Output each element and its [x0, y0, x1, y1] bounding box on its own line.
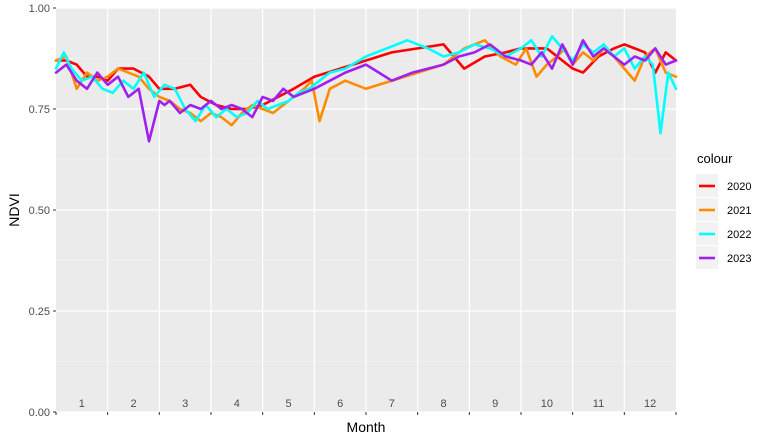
- series-line-2021: [54, 39, 678, 127]
- month-label: 6: [337, 398, 343, 410]
- legend-title: colour: [697, 151, 733, 166]
- x-axis: [55, 412, 677, 415]
- y-tick-label: 0.00: [29, 407, 50, 419]
- month-label: 2: [130, 398, 136, 410]
- month-labels: 1 2 3 4 5 6 7 8 9 10 11 12: [79, 398, 657, 410]
- legend-label: 2020: [727, 181, 751, 193]
- y-axis-title: NDVI: [6, 193, 22, 226]
- month-label: 5: [285, 398, 291, 410]
- legend-label: 2023: [727, 253, 751, 265]
- legend-keys: 2020 2021 2022 2023: [696, 174, 751, 269]
- y-axis: 0.00 0.25 0.50 0.75 1.00: [29, 3, 56, 419]
- legend-label: 2022: [727, 229, 751, 241]
- y-tick-label: 0.25: [29, 306, 50, 318]
- month-label: 9: [492, 398, 498, 410]
- major-gridlines: [56, 7, 676, 413]
- month-label: 10: [541, 398, 553, 410]
- legend-label: 2021: [727, 205, 751, 217]
- month-label: 12: [644, 398, 656, 410]
- x-axis-title: Month: [347, 419, 386, 435]
- month-label: 11: [593, 398, 604, 410]
- month-label: 3: [182, 398, 188, 410]
- month-label: 4: [234, 398, 240, 410]
- month-label: 8: [440, 398, 446, 410]
- legend: colour 2020 2021 2022 2023: [696, 151, 751, 269]
- y-tick-label: 0.75: [29, 104, 50, 116]
- y-tick-label: 0.50: [29, 205, 50, 217]
- y-tick-label: 1.00: [29, 3, 50, 15]
- month-label: 7: [389, 398, 395, 410]
- month-label: 1: [79, 398, 85, 410]
- series-lines: [54, 35, 678, 143]
- series-line-2022: [54, 35, 678, 135]
- series-line-2023: [54, 39, 678, 143]
